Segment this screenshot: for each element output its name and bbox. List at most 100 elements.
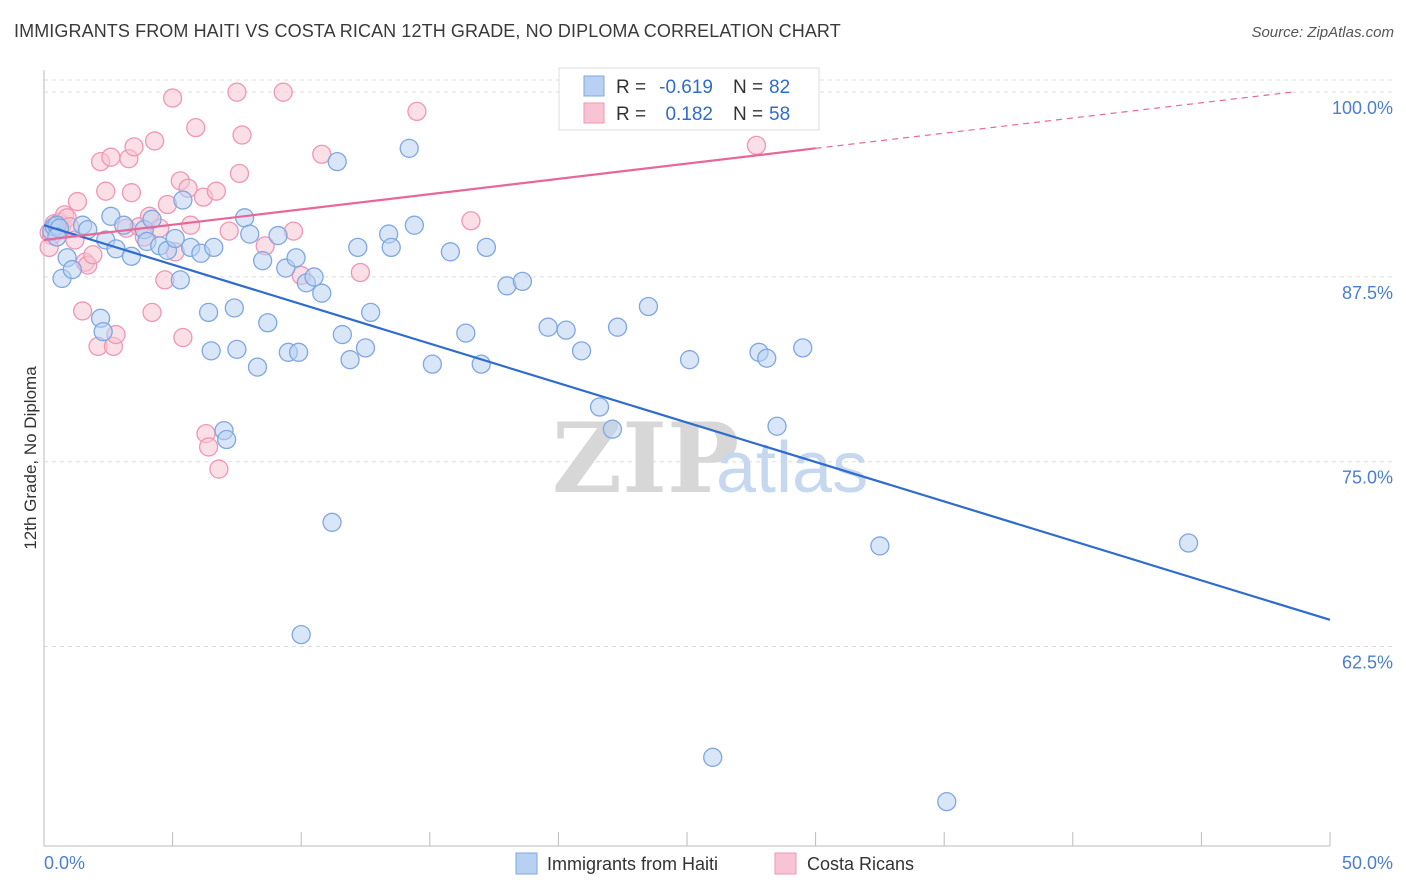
costa-rican-point xyxy=(350,262,371,283)
legend-n-value-blue: 82 xyxy=(769,77,790,98)
haiti-point xyxy=(602,419,623,439)
y-tick-label: 87.5% xyxy=(1342,283,1393,303)
haiti-point xyxy=(93,321,113,342)
costa-rican-point xyxy=(746,135,767,156)
costa-rican-point xyxy=(461,211,481,231)
costa-rican-point xyxy=(219,221,239,241)
haiti-point xyxy=(571,341,592,361)
haiti-point xyxy=(216,429,237,450)
haiti-point xyxy=(304,267,324,287)
haiti-point xyxy=(538,317,558,337)
haiti-point xyxy=(288,342,309,362)
watermark-zip: ZIP xyxy=(552,402,739,515)
haiti-point xyxy=(1178,533,1199,553)
costa-rican-point xyxy=(72,301,93,321)
haiti-point xyxy=(340,350,360,370)
haiti-point xyxy=(198,302,219,323)
haiti-point xyxy=(399,138,419,158)
haiti-point xyxy=(870,536,890,556)
costa-rican-point xyxy=(142,302,162,323)
haiti-point xyxy=(793,338,813,358)
costa-rican-point xyxy=(232,125,252,145)
haiti-point xyxy=(422,354,443,374)
y-tick-label: 62.5% xyxy=(1342,652,1393,672)
costa-rican-point xyxy=(96,181,116,201)
y-tick-label: 75.0% xyxy=(1342,468,1393,488)
bottom-legend-label-haiti: Immigrants from Haiti xyxy=(547,854,718,874)
haiti-point xyxy=(170,270,190,290)
costa-rican-point xyxy=(407,101,427,122)
haiti-point xyxy=(258,313,278,333)
haiti-point xyxy=(173,190,193,210)
trend-lines xyxy=(43,91,1331,621)
haiti-point xyxy=(142,209,162,229)
costa-rican-point xyxy=(144,131,165,151)
costa-rican-point xyxy=(186,117,206,138)
costa-rican-point xyxy=(67,191,88,212)
costa-rican-point xyxy=(227,82,247,102)
haiti-point xyxy=(476,237,497,258)
source-label: Source: ZipAtlas.com xyxy=(1251,24,1394,41)
watermark: ZIP atlas xyxy=(552,402,868,515)
costa-rican-point xyxy=(229,163,250,184)
costa-rican-point xyxy=(83,245,103,265)
x-tick-label-min: 0.0% xyxy=(44,853,85,873)
haiti-point xyxy=(937,792,957,812)
legend-r-value-blue: -0.619 xyxy=(659,77,713,98)
haiti-point xyxy=(204,237,224,258)
costa-rican-point xyxy=(198,437,219,457)
legend-r-label-blue: R = xyxy=(616,77,646,98)
costa-rican-point xyxy=(121,183,142,203)
haiti-point xyxy=(327,151,347,172)
y-tick-labels: 62.5% 75.0% 87.5% 100.0% xyxy=(1332,98,1393,672)
haiti-point xyxy=(106,239,126,259)
bottom-legend-swatch-blue xyxy=(515,852,538,875)
haiti-point xyxy=(360,302,381,323)
bottom-legend-label-costa-ricans: Costa Ricans xyxy=(807,854,914,874)
haiti-point xyxy=(165,228,185,249)
correlation-legend: R = -0.619 N = 82 R = 0.182 N = 58 xyxy=(558,67,820,131)
legend-r-value-pink: 0.182 xyxy=(665,104,713,125)
haiti-point xyxy=(512,271,533,292)
bottom-legend-swatch-pink xyxy=(774,852,797,875)
trend-line-haiti xyxy=(43,224,1331,621)
haiti-point xyxy=(355,338,376,358)
haiti-point xyxy=(703,747,723,767)
costa-rican-point xyxy=(162,88,183,108)
costa-rican-point xyxy=(101,147,121,167)
legend-n-label-pink: N = xyxy=(733,104,763,125)
costa-rican-point xyxy=(124,137,144,157)
costa-rican-point xyxy=(312,144,332,164)
haiti-point xyxy=(589,397,610,417)
haiti-point xyxy=(638,296,659,317)
costa-rican-point xyxy=(173,327,193,348)
trend-line-costa-ricans-extension xyxy=(815,91,1292,149)
haiti-point xyxy=(201,341,221,361)
chart-title: IMMIGRANTS FROM HAITI VS COSTA RICAN 12T… xyxy=(14,21,841,41)
series-immigrants-from-haiti xyxy=(42,138,1199,812)
haiti-point xyxy=(322,512,342,532)
legend-swatch-pink xyxy=(583,102,605,124)
haiti-point xyxy=(312,283,332,303)
haiti-point xyxy=(291,624,311,645)
x-tick-marks xyxy=(43,832,1331,846)
haiti-point xyxy=(556,320,576,340)
haiti-point xyxy=(62,259,82,280)
haiti-point xyxy=(268,225,288,246)
legend-r-label-pink: R = xyxy=(616,104,646,125)
haiti-point xyxy=(456,323,476,343)
haiti-point xyxy=(381,237,401,258)
costa-rican-point xyxy=(273,82,293,102)
costa-rican-point xyxy=(180,215,201,235)
legend-n-label-blue: N = xyxy=(733,77,763,98)
haiti-point xyxy=(247,357,268,377)
haiti-point xyxy=(679,350,700,370)
x-tick-label-max: 50.0% xyxy=(1342,853,1393,873)
series-legend: Immigrants from Haiti Costa Ricans xyxy=(515,852,914,875)
haiti-point xyxy=(404,215,425,235)
haiti-point xyxy=(227,339,247,360)
y-tick-label: 100.0% xyxy=(1332,98,1393,118)
legend-n-value-pink: 58 xyxy=(769,104,790,125)
legend-swatch-blue xyxy=(583,75,605,97)
